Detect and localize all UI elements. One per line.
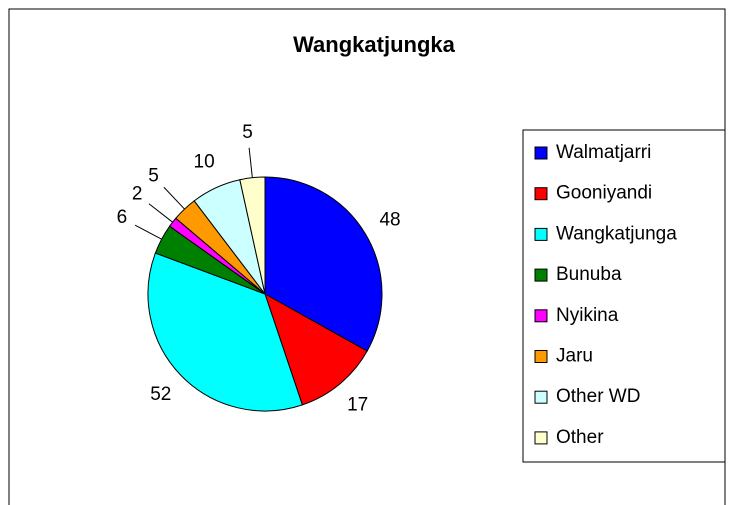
data-label: 5: [148, 165, 159, 186]
leader-line: [248, 147, 253, 178]
data-label: 17: [347, 395, 368, 416]
leader-line: [134, 224, 162, 240]
data-label: 2: [132, 184, 143, 205]
legend-label: Gooniyandi: [556, 183, 652, 204]
data-label: 5: [242, 122, 253, 143]
legend-label: Other: [556, 427, 604, 448]
pie-slice: [147, 252, 303, 412]
legend-swatch: [534, 350, 548, 363]
data-label: 48: [379, 210, 400, 231]
legend-swatch: [534, 227, 548, 241]
legend-swatch: [534, 390, 548, 404]
legend-swatch: [534, 187, 548, 201]
data-label: 6: [117, 207, 128, 228]
legend-label: Jaru: [556, 346, 593, 367]
legend-swatch: [534, 431, 548, 445]
legend-label: Nyikina: [556, 305, 619, 326]
chart-title: Wangkatjungka: [293, 32, 456, 57]
leader-line: [163, 186, 185, 210]
data-label: 52: [150, 384, 171, 405]
legend-label: Other WD: [556, 386, 640, 407]
legend-box: [522, 129, 726, 463]
pie-slice: [264, 292, 368, 406]
legend-label: Walmatjarri: [556, 142, 651, 163]
legend-swatch: [534, 146, 548, 160]
legend-swatch: [534, 309, 548, 323]
legend-label: Bunuba: [556, 264, 622, 285]
legend-label: Wangkatjunga: [556, 223, 677, 244]
leader-line: [148, 203, 173, 223]
data-label: 10: [194, 151, 215, 172]
legend-swatch: [534, 268, 548, 282]
pie-slice: [264, 176, 383, 352]
